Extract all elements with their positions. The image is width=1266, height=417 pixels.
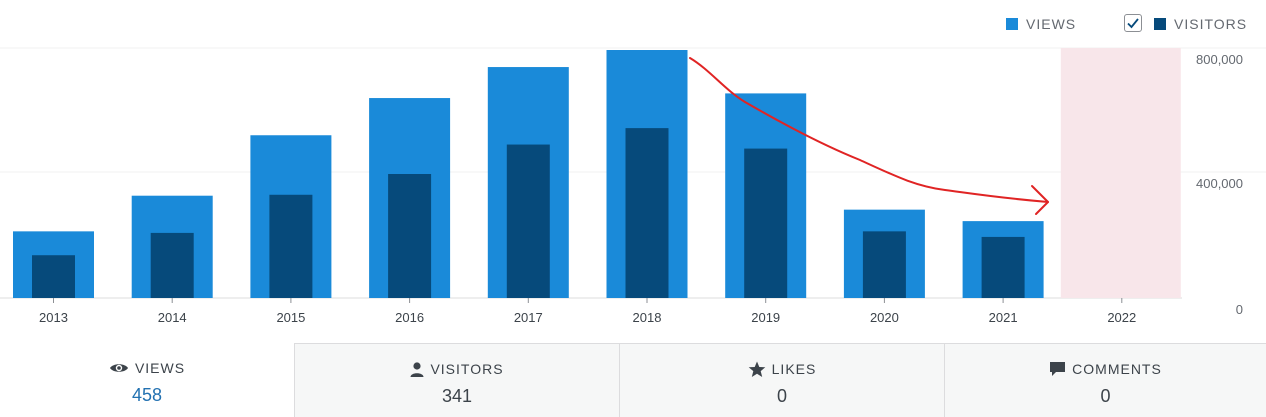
visitors-checkbox[interactable] [1124, 14, 1142, 32]
x-tick-label: 2021 [989, 310, 1018, 325]
x-tick-label: 2022 [1107, 310, 1136, 325]
checkmark-icon [1127, 18, 1139, 29]
tab-comments-label: COMMENTS [1072, 361, 1162, 377]
y-tick-label: 0 [1236, 302, 1243, 317]
bar-visitors-2019[interactable] [744, 148, 788, 298]
bar-visitors-2017[interactable] [506, 144, 550, 298]
x-tick-label: 2015 [276, 310, 305, 325]
tab-likes[interactable]: LIKES 0 [619, 343, 944, 417]
trend-arrow-line [689, 57, 1049, 203]
highlight-column-2022 [1060, 48, 1181, 298]
x-tick-label: 2014 [158, 310, 187, 325]
tab-visitors-label: VISITORS [430, 361, 504, 377]
tab-visitors[interactable]: VISITORS 341 [294, 343, 619, 417]
stats-bar-chart: 0 400,000 800,000 2013 2014 2015 2016 2017 2018 2… [0, 47, 1266, 325]
tab-comments-value: 0 [1100, 386, 1111, 406]
x-tick-label: 2013 [39, 310, 68, 325]
tab-views-label: VIEWS [134, 360, 186, 376]
x-tick-label: 2020 [870, 310, 899, 325]
person-icon [410, 361, 424, 377]
tab-comments[interactable]: COMMENTS 0 [944, 343, 1266, 417]
tab-views[interactable]: VIEWS 458 [0, 343, 294, 417]
bar-visitors-2015[interactable] [269, 194, 313, 298]
trend-arrow-head [1031, 185, 1049, 215]
legend-visitors[interactable]: VISITORS [1154, 14, 1247, 34]
summary-tabs: VIEWS 458 VISITORS 341 LIKES 0 COMMENTS … [0, 343, 1266, 417]
x-tick-label: 2016 [395, 310, 424, 325]
bar-visitors-2018[interactable] [625, 128, 669, 298]
x-tick-label: 2018 [633, 310, 662, 325]
legend-visitors-label: VISITORS [1174, 16, 1248, 32]
y-tick-label: 400,000 [1196, 176, 1243, 191]
legend-views[interactable]: VIEWS [1006, 14, 1076, 34]
tab-views-value: 458 [131, 385, 163, 405]
bar-visitors-2013[interactable] [32, 255, 75, 298]
tab-likes-label: LIKES [771, 361, 817, 377]
visitors-swatch [1154, 18, 1166, 30]
bar-visitors-2014[interactable] [150, 232, 194, 298]
bar-visitors-2020[interactable] [862, 231, 906, 298]
x-tick-label: 2019 [751, 310, 780, 325]
bar-visitors-2016[interactable] [388, 174, 432, 298]
eye-icon [109, 362, 129, 374]
tab-visitors-value: 341 [441, 386, 473, 406]
star-icon [748, 361, 766, 378]
legend-views-label: VIEWS [1026, 16, 1077, 32]
x-tick-label: 2017 [514, 310, 543, 325]
bar-visitors-2021[interactable] [981, 236, 1025, 298]
tab-likes-value: 0 [776, 386, 787, 406]
comment-icon [1049, 361, 1066, 377]
views-swatch [1006, 18, 1018, 30]
y-tick-label: 800,000 [1196, 52, 1243, 67]
